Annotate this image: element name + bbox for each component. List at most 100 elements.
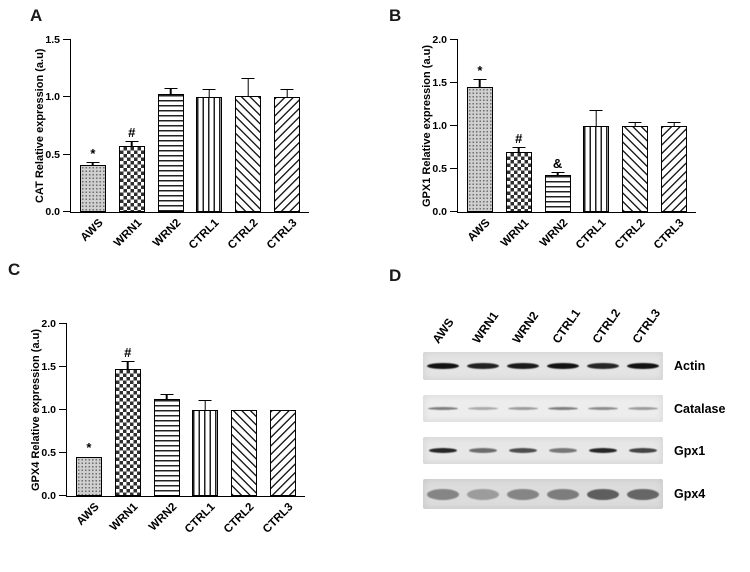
bars: * #	[71, 40, 309, 212]
blot-band	[507, 363, 539, 369]
blot-sample-label: AWS	[429, 315, 458, 346]
bar-group-aws: *	[76, 40, 110, 212]
bar-ctrl3	[661, 126, 688, 212]
y-axis-tick: 0.5	[41, 447, 67, 459]
bar-group-ctrl3	[266, 324, 300, 496]
bar-ctrl2	[622, 126, 649, 212]
bar-group-ctrl1	[192, 40, 226, 212]
error-bar	[241, 78, 255, 96]
blot-lane	[463, 363, 503, 369]
blot-sample-slot: WRN2	[503, 282, 543, 348]
y-axis-tick: 0.5	[432, 163, 458, 175]
bar-ctrl1	[196, 97, 223, 212]
y-axis-tick: 0.0	[45, 206, 71, 218]
blot-lane	[623, 363, 663, 369]
bar-group-aws: *	[72, 324, 106, 496]
blot-lane	[623, 488, 663, 500]
bar-group-wrn1: #	[502, 40, 536, 212]
blot-strip-actin	[423, 352, 663, 380]
x-axis-label-text: CTRL3	[651, 217, 687, 252]
bar-group-wrn2: &	[541, 40, 575, 212]
y-axis-tick-label: 0.0	[41, 490, 56, 502]
blot-sample-label: CTRL3	[629, 306, 664, 346]
blot-sample-labels: AWS WRN1 WRN2 CTRL1 CTRL2 CTRL3	[423, 282, 664, 348]
error-bar	[125, 141, 139, 145]
y-axis-tick: 1.5	[41, 361, 67, 373]
x-axis-label-text: WRN2	[537, 217, 571, 250]
blot-row-label: Catalase	[674, 401, 726, 416]
y-axis-tick-label: 1.5	[45, 34, 60, 46]
x-axis-label: AWS	[462, 216, 496, 262]
x-axis-label-text: CTRL2	[613, 217, 648, 252]
bar-wrn1	[114, 368, 141, 496]
bar-wrn1	[505, 151, 532, 212]
error-bar	[667, 122, 681, 126]
significance-marker: #	[128, 125, 136, 141]
bar-group-aws: *	[463, 40, 497, 212]
plot-wrap: 0.0 0.5 1.0 1.5 2.0 * # & AWS WRN1 WRN2 CTRL1 CTRL…	[432, 34, 696, 262]
blot-sample-label: WRN2	[509, 309, 542, 346]
blot-lane	[543, 488, 583, 500]
blot-band	[469, 448, 497, 453]
blot-lane	[543, 363, 583, 369]
y-axis-tick-label: 0.5	[41, 447, 56, 459]
error-bar	[202, 89, 216, 97]
y-axis-tick: 1.0	[432, 120, 458, 132]
y-axis-tick-label: 2.0	[432, 34, 447, 46]
plot-area: 0.0 0.5 1.0 1.5 2.0 * #	[41, 318, 305, 502]
bar-group-ctrl3	[270, 40, 304, 212]
x-axis-label: WRN2	[537, 216, 574, 262]
error-bar	[589, 110, 603, 126]
blot-band	[507, 488, 539, 500]
y-axis-title: GPX4 Relative expression (a.u)	[30, 329, 42, 492]
bar-wrn2	[157, 93, 184, 212]
panel-a: A CAT Relative expression (a.u) 0.0 0.5 1.…	[0, 0, 375, 258]
blot-band	[547, 363, 579, 369]
error-bar	[280, 89, 294, 97]
plot-wrap: 0.0 0.5 1.0 1.5 2.0 * # AWS WRN1 WRN2 CTRL1 CTRL2…	[41, 318, 305, 546]
bar-ctrl1	[583, 126, 610, 212]
x-axis-label: CTRL2	[222, 500, 260, 546]
bars: * #	[67, 324, 305, 496]
blot-band	[628, 407, 658, 410]
bar-group-ctrl1	[579, 40, 613, 212]
error-bar	[164, 88, 178, 94]
y-axis-tick: 0.5	[45, 149, 71, 161]
error-bar	[512, 146, 526, 152]
blot-lane	[583, 488, 623, 500]
bar-ctrl1	[192, 410, 219, 496]
blot-row-actin: Actin	[423, 352, 725, 380]
x-axis-label-text: AWS	[78, 217, 106, 245]
y-axis-tick-label: 0.5	[432, 163, 447, 175]
bar-group-wrn1: #	[111, 324, 145, 496]
blot-band	[427, 363, 459, 369]
panel-c-letter: C	[8, 260, 21, 279]
x-axis-label-text: CTRL2	[222, 501, 257, 536]
x-axis-label-text: CTRL1	[574, 217, 609, 252]
blot-strip-gpx1	[423, 437, 663, 464]
bar-aws	[466, 87, 493, 212]
x-axis-label: CTRL1	[187, 216, 225, 262]
bar-wrn2	[544, 175, 571, 212]
significance-marker: #	[124, 344, 132, 360]
x-axis-label: WRN1	[499, 216, 535, 262]
error-bar	[160, 394, 174, 398]
bar-group-wrn2	[150, 324, 184, 496]
x-axis-label: WRN2	[151, 216, 187, 262]
blot-lane	[463, 407, 503, 410]
blot-row-label: Gpx4	[674, 487, 706, 501]
bar-group-wrn1: #	[115, 40, 149, 212]
blot-row-gpx1: Gpx1	[423, 437, 725, 464]
blot-lane	[583, 407, 623, 410]
panel-d-letter: D	[389, 266, 402, 285]
blot-band	[468, 407, 498, 410]
blot-sample-slot: CTRL2	[583, 282, 624, 348]
blot-band	[587, 488, 619, 500]
x-axis-label-text: CTRL3	[264, 217, 300, 252]
blot-sample-slot: CTRL1	[543, 282, 584, 348]
bar-ctrl3	[270, 410, 297, 496]
y-axis-tick-label: 1.0	[432, 120, 447, 132]
y-axis-tick-label: 1.0	[41, 404, 56, 416]
x-axis-label: WRN1	[108, 500, 144, 546]
x-axis-label: CTRL3	[265, 216, 303, 262]
